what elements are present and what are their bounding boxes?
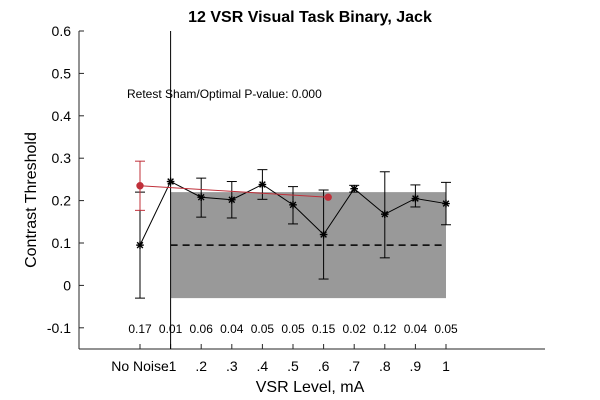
data-point <box>228 195 236 204</box>
x-tick-label: No Noise <box>111 358 169 374</box>
chart-title: 12 VSR Visual Task Binary, Jack <box>188 9 432 26</box>
asterisk-stroke <box>197 193 205 201</box>
p-value-label: 0.12 <box>373 322 397 336</box>
asterisk-stroke <box>350 185 358 193</box>
series-line <box>139 185 329 198</box>
x-tick-label: .7 <box>348 358 360 374</box>
y-tick-label: 0.5 <box>52 65 72 81</box>
data-point <box>136 182 144 190</box>
p-value-label: 0.05 <box>251 322 275 336</box>
y-axis-label: Contrast Threshold <box>23 132 40 268</box>
y-tick-label: 0.4 <box>52 108 72 124</box>
p-value-annotation: Retest Sham/Optimal P-value: 0.000 <box>127 87 322 101</box>
y-tick-label: 0.3 <box>52 150 72 166</box>
data-point <box>324 193 332 201</box>
asterisk-stroke <box>412 195 419 202</box>
p-value-label: 0.04 <box>220 322 244 336</box>
data-point <box>289 201 297 209</box>
data-point <box>197 193 205 202</box>
p-value-label: 0.01 <box>159 322 183 336</box>
asterisk-stroke <box>259 181 266 188</box>
data-point <box>166 177 175 186</box>
data-point <box>258 180 267 189</box>
p-value-label: 0.15 <box>312 322 336 336</box>
data-point <box>136 241 144 249</box>
x-tick-label: .8 <box>379 358 391 374</box>
x-tick-label: .5 <box>287 358 299 374</box>
x-tick-label: .9 <box>410 358 422 374</box>
text-layer: 12 VSR Visual Task Binary, Jack VSR Leve… <box>23 9 458 396</box>
p-value-label: 0.17 <box>128 322 152 336</box>
data-point <box>350 184 359 193</box>
asterisk-stroke <box>320 231 327 238</box>
p-value-label: 0.05 <box>281 322 305 336</box>
p-value-label: 0.02 <box>343 322 367 336</box>
y-tick-label: 0 <box>63 277 71 293</box>
asterisk-stroke <box>442 200 450 207</box>
asterisk-stroke <box>381 210 389 218</box>
y-tick-label: 0.2 <box>52 193 72 209</box>
series-layer <box>135 160 451 299</box>
asterisk-stroke <box>289 201 297 209</box>
p-value-label: 0.05 <box>434 322 458 336</box>
y-tick-label: -0.1 <box>47 320 71 336</box>
asterisk-stroke <box>228 196 236 204</box>
x-tick-label: .6 <box>318 358 330 374</box>
data-point <box>442 199 450 208</box>
asterisk-stroke <box>136 241 144 249</box>
data-point <box>380 210 389 218</box>
y-tick-label: 0.1 <box>52 235 72 251</box>
x-axis-label: VSR Level, mA <box>256 379 365 396</box>
asterisk-stroke <box>167 178 174 185</box>
p-value-label: 0.06 <box>190 322 214 336</box>
p-value-label: 0.04 <box>404 322 428 336</box>
axes-layer: -0.1 0 0.1 0.2 0.3 0.4 0.5 0.6 No Noise.1 .2 .3 .4.… <box>47 23 545 374</box>
x-tick-label: .3 <box>226 358 238 374</box>
y-tick-label: 0.6 <box>52 23 72 39</box>
x-tick-label: .1 <box>165 358 177 374</box>
x-tick-label: .4 <box>257 358 269 374</box>
data-point <box>411 194 420 203</box>
reference-lines-layer <box>170 31 446 349</box>
data-point <box>319 230 328 239</box>
x-tick-label: .2 <box>195 358 207 374</box>
x-tick-label: 1 <box>442 358 450 374</box>
